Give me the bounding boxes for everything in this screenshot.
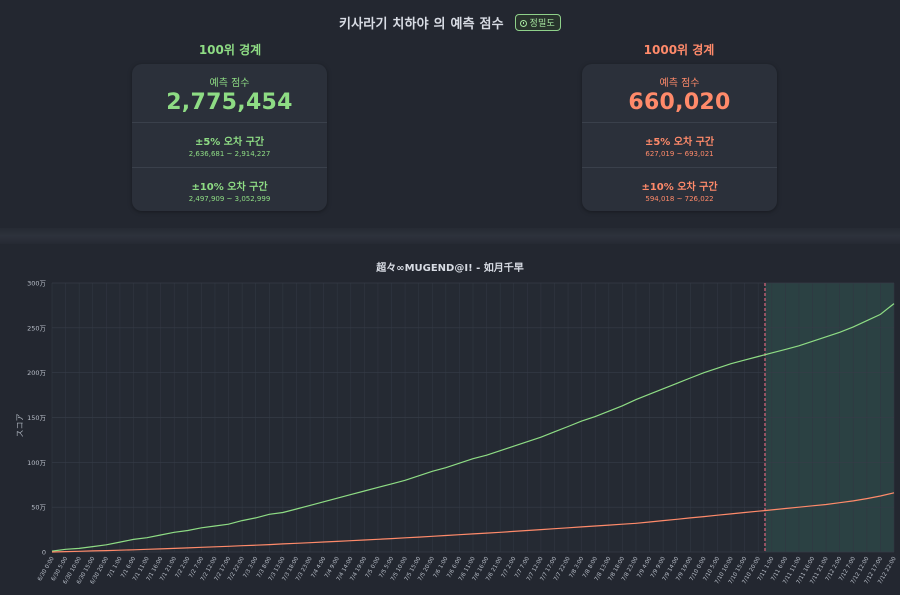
clock-icon	[519, 20, 527, 27]
summary-section: 키사라기 치하야 의 예측 점수 정밀도 100위 경계 1000위 경계 예측…	[0, 0, 900, 228]
error-band-5-section: ±5% 오차 구간 627,019 ~ 693,021	[582, 123, 777, 168]
series-line-rank-100	[51, 303, 895, 552]
y-tick-label: 0	[42, 549, 46, 557]
page-title: 키사라기 치하야 의 예측 점수 정밀도	[0, 13, 900, 32]
y-tick-label: 100万	[27, 459, 46, 467]
y-tick-label: 250万	[27, 324, 46, 332]
predicted-score-value: 2,775,454	[166, 90, 293, 115]
series-line-rank-1000	[51, 492, 895, 553]
page-title-text: 키사라기 치하야 의 예측 점수	[338, 17, 504, 32]
error-band-10-range: 2,497,909 ~ 3,052,999	[188, 195, 271, 203]
error-band-5-range: 627,019 ~ 693,021	[645, 150, 714, 158]
predicted-score-value: 660,020	[628, 90, 731, 115]
error-band-10-section: ±10% 오차 구간 2,497,909 ~ 3,052,999	[132, 168, 327, 211]
predicted-score-label: 예측 점수	[659, 78, 700, 89]
y-tick-label: 300万	[27, 280, 46, 288]
error-band-5-section: ±5% 오차 구간 2,636,681 ~ 2,914,227	[132, 123, 327, 168]
error-band-10-range: 594,018 ~ 726,022	[645, 195, 714, 203]
precision-badge-label: 정밀도	[529, 19, 555, 29]
predicted-score-section: 예측 점수 660,020	[582, 64, 777, 123]
error-band-5-label: ±5% 오차 구간	[194, 137, 265, 148]
error-band-10-section: ±10% 오차 구간 594,018 ~ 726,022	[582, 168, 777, 211]
y-tick-label: 50万	[31, 504, 46, 512]
error-band-10-label: ±10% 오차 구간	[641, 182, 718, 193]
rank-100-heading: 100위 경계	[198, 43, 262, 57]
rank-100-card: 예측 점수 2,775,454 ±5% 오차 구간 2,636,681 ~ 2,…	[132, 64, 327, 211]
predicted-score-label: 예측 점수	[209, 78, 250, 89]
predicted-score-section: 예측 점수 2,775,454	[132, 64, 327, 123]
error-band-5-range: 2,636,681 ~ 2,914,227	[188, 150, 271, 158]
chart-title: 超々∞MUGEND@I! - 如月千早	[376, 263, 524, 274]
error-band-10-label: ±10% 오차 구간	[191, 182, 268, 193]
y-tick-label: 200万	[27, 369, 46, 377]
rank-1000-card: 예측 점수 660,020 ±5% 오차 구간 627,019 ~ 693,02…	[582, 64, 777, 211]
error-band-5-label: ±5% 오차 구간	[644, 137, 715, 148]
rank-1000-heading: 1000위 경계	[643, 43, 715, 57]
precision-badge[interactable]: 정밀도	[514, 14, 561, 31]
section-divider	[0, 228, 900, 244]
y-tick-label: 150万	[27, 414, 46, 422]
